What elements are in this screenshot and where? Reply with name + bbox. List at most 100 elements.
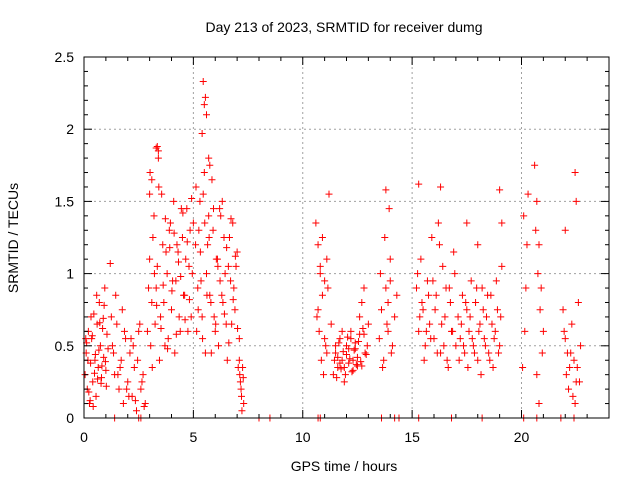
data-point — [214, 262, 222, 270]
data-point — [100, 301, 108, 309]
data-point — [198, 313, 206, 321]
data-point — [441, 313, 449, 321]
data-point — [439, 262, 447, 270]
data-point — [194, 306, 202, 314]
data-point — [419, 306, 427, 314]
data-point — [418, 298, 426, 306]
data-point — [497, 313, 505, 321]
data-point — [89, 402, 97, 410]
data-point — [577, 342, 585, 350]
data-point — [416, 313, 424, 321]
data-point — [201, 219, 209, 227]
data-point — [315, 327, 323, 335]
data-point — [320, 371, 328, 379]
data-point — [102, 366, 110, 374]
data-point — [98, 362, 106, 370]
data-point — [357, 358, 365, 366]
data-point — [239, 374, 247, 382]
data-point — [199, 190, 207, 198]
data-points — [81, 78, 585, 422]
data-point — [177, 205, 185, 213]
data-point — [375, 335, 383, 343]
data-point — [205, 154, 213, 162]
data-point — [388, 342, 396, 350]
data-point — [95, 298, 103, 306]
data-point — [535, 241, 543, 249]
data-point — [568, 320, 576, 328]
data-point — [162, 248, 170, 256]
x-axis-label: GPS time / hours — [291, 458, 398, 474]
y-tick-label: 1 — [66, 266, 74, 282]
data-point — [208, 176, 216, 184]
data-point — [491, 327, 499, 335]
data-point — [361, 349, 369, 357]
data-point — [160, 298, 168, 306]
data-point — [149, 234, 157, 241]
data-point — [134, 356, 142, 364]
data-point — [94, 375, 102, 383]
data-point — [470, 349, 478, 357]
data-point — [559, 306, 567, 314]
data-point — [474, 356, 482, 364]
data-point — [483, 313, 490, 321]
data-point — [333, 374, 341, 382]
data-point — [496, 342, 504, 350]
data-point — [148, 176, 156, 184]
data-point — [163, 270, 171, 278]
data-point — [376, 270, 384, 278]
data-point — [329, 371, 337, 379]
data-point — [463, 219, 471, 227]
data-point — [203, 111, 210, 119]
data-point — [135, 327, 143, 335]
data-point — [150, 212, 158, 220]
data-point — [358, 298, 366, 306]
data-point — [103, 330, 111, 338]
data-point — [360, 284, 368, 292]
data-point — [143, 327, 151, 335]
data-point — [188, 270, 196, 278]
x-tick-label: 5 — [189, 429, 197, 445]
data-point — [422, 327, 430, 335]
data-point — [236, 371, 244, 379]
data-point — [204, 241, 212, 249]
data-point — [239, 363, 247, 371]
data-point — [218, 291, 226, 299]
data-point — [521, 327, 529, 335]
data-point — [343, 350, 350, 358]
data-point — [452, 342, 460, 350]
data-point — [467, 277, 475, 285]
data-point — [444, 363, 452, 371]
data-point — [174, 248, 182, 256]
data-point — [237, 385, 245, 393]
data-point — [146, 169, 154, 177]
data-point — [179, 209, 187, 217]
x-tick-labels: 0 5 10 15 20 — [80, 429, 529, 445]
data-point — [117, 356, 125, 364]
data-point — [224, 262, 232, 270]
data-point — [166, 244, 174, 252]
data-point — [93, 291, 101, 299]
data-point — [152, 284, 160, 292]
data-point — [172, 330, 180, 338]
data-point — [476, 320, 484, 328]
data-point — [573, 363, 581, 371]
data-point — [228, 320, 236, 328]
data-point — [534, 270, 542, 278]
data-point — [465, 327, 473, 335]
data-point — [178, 234, 186, 241]
data-point — [227, 215, 235, 223]
data-point — [139, 371, 147, 379]
data-point — [87, 313, 95, 321]
x-tick-label: 15 — [404, 429, 420, 445]
data-point — [123, 385, 131, 393]
data-point — [200, 101, 208, 109]
data-point — [490, 335, 498, 343]
data-point — [340, 363, 348, 371]
data-point — [186, 226, 194, 234]
data-point — [153, 143, 161, 151]
data-point — [165, 226, 173, 234]
data-point — [82, 335, 90, 343]
data-point — [486, 356, 494, 364]
data-point — [387, 349, 395, 357]
